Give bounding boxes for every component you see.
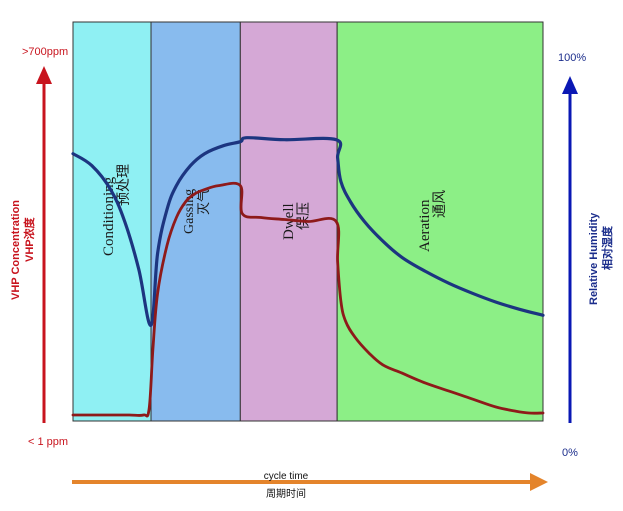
right-axis-title-zh: 相对湿度 [600, 225, 614, 270]
phase-band-conditioning [72, 21, 152, 422]
phase-label-aeration-en: Aeration [417, 199, 433, 252]
left-axis-arrowhead [36, 66, 52, 84]
phase-band-gassing [150, 21, 241, 422]
phase-label-dwell-zh: 保压 [296, 202, 312, 230]
phase-band-dwell [239, 21, 338, 422]
left-axis-top-label: >700ppm [22, 46, 68, 58]
time-axis-arrowhead [530, 473, 548, 491]
right-axis-title-en: Relative Humidity [588, 212, 600, 305]
left-axis-title-en: VHP Concentration [10, 200, 22, 300]
time-axis-label-zh: 周期时间 [266, 487, 306, 500]
phase-label-gassing-zh: 灭气 [196, 189, 211, 215]
phase-label-gassing-en: Gassing [182, 189, 197, 234]
right-axis: 100% 0% Relative Humidity 相对湿度 [558, 52, 614, 459]
right-axis-bottom-label: 0% [562, 447, 578, 459]
phase-label-dwell-en: Dwell [281, 203, 297, 240]
phase-label-aeration-zh: 通风 [432, 190, 448, 218]
series-line-humidity [71, 136, 545, 327]
time-axis-label-en: cycle time [264, 471, 309, 482]
series-lines [71, 136, 545, 418]
series-line-vhp [71, 181, 545, 418]
time-axis: cycle time 周期时间 [72, 471, 548, 500]
phase-label-conditioning-zh: 预处理 [116, 164, 132, 206]
phase-band-aeration [336, 21, 544, 422]
left-axis: >700ppm < 1 ppm VHP Concentration VHP浓度 [10, 46, 68, 448]
right-axis-top-label: 100% [558, 52, 586, 64]
left-axis-bottom-label: < 1 ppm [28, 436, 68, 448]
right-axis-arrowhead [562, 76, 578, 94]
left-axis-title-zh: VHP浓度 [22, 216, 36, 262]
